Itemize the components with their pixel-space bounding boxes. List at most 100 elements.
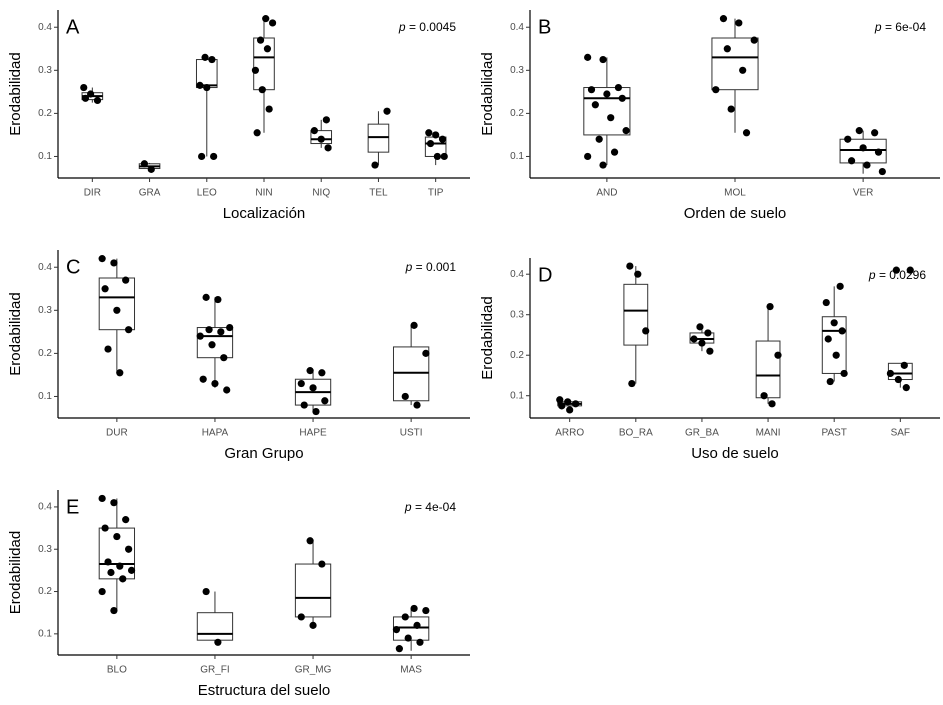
point [201,53,209,61]
point [626,262,634,270]
x-axis-title: Uso de suelo [691,445,779,462]
point [892,266,900,274]
point [440,152,448,161]
point [253,129,261,137]
point [210,152,218,161]
point [116,562,124,570]
point [704,329,712,337]
point [836,282,844,290]
point [902,384,910,392]
panel-label: A [66,16,80,38]
point [416,638,424,646]
x-tick-label: TEL [369,188,388,199]
point [634,270,642,278]
point [262,15,270,23]
point [113,306,121,314]
point [603,90,611,98]
y-tick-label: 0.1 [38,391,52,402]
point [98,494,106,503]
box [392,346,430,402]
point [113,532,121,541]
point [410,604,418,613]
point [110,606,118,615]
point [317,135,325,143]
point [101,285,109,293]
point [263,45,272,53]
point [874,148,883,156]
p-value: p = 6e-04 [874,20,926,34]
point [196,332,204,340]
panel-label: D [538,264,552,286]
box [367,123,390,153]
x-tick-label: NIN [255,188,272,199]
panel-label: B [538,16,551,38]
x-tick-label: HAPE [299,428,327,439]
p-value: p = 0.001 [405,260,457,274]
point [395,645,403,653]
point [401,392,409,401]
y-tick-label: 0.3 [510,309,524,320]
point [147,165,155,173]
point [599,55,607,64]
x-tick-label: USTI [400,428,423,439]
y-tick-label: 0.1 [510,151,524,162]
point [712,86,720,94]
point [618,94,626,102]
point [696,323,704,331]
x-axis-title: Orden de suelo [684,205,787,222]
x-tick-label: BO_RA [619,428,653,439]
point [863,161,871,169]
point [101,524,109,532]
x-tick-label: BLO [107,665,127,676]
point [306,537,314,545]
point [432,131,440,139]
point [614,83,623,92]
point [196,81,204,89]
x-tick-label: GR_FI [200,665,229,676]
point [116,369,124,377]
point [886,369,895,378]
point [572,400,580,408]
point [318,369,326,377]
point [223,386,231,394]
point [900,361,908,369]
point [847,157,856,165]
x-axis-title: Estructura del suelo [198,682,331,699]
y-tick-label: 0.1 [510,390,524,401]
y-tick-label: 0.2 [38,348,52,359]
point [93,96,102,105]
point [297,379,305,388]
point [830,319,838,327]
point [742,129,751,137]
y-tick-label: 0.4 [510,269,524,280]
x-tick-label: MOL [724,188,746,199]
point [202,293,210,301]
point [125,326,133,334]
point [110,499,118,507]
point [838,327,846,335]
point [735,19,743,27]
point [310,127,318,135]
x-tick-label: VER [853,188,874,199]
point [321,397,329,405]
p-value: p = 4e-04 [404,500,456,514]
box [294,563,332,618]
y-tick-label: 0.3 [510,65,524,76]
point [768,400,776,408]
point [226,323,234,332]
point [205,326,213,334]
p-symbol: p [868,268,876,282]
y-axis-title: Erodabilidad [7,531,24,614]
point [859,144,867,152]
point [98,587,106,596]
point [438,135,447,143]
x-tick-label: HAPA [202,428,229,439]
y-tick-label: 0.2 [510,108,524,119]
panel: 0.1 0.2 0.3 0.4 DIR GRA LEO NIN NIQ TEL TIP A p = 0.… [7,10,470,222]
point [599,161,607,169]
point [766,303,774,311]
point [584,53,592,61]
point [318,560,326,568]
point [690,335,698,343]
